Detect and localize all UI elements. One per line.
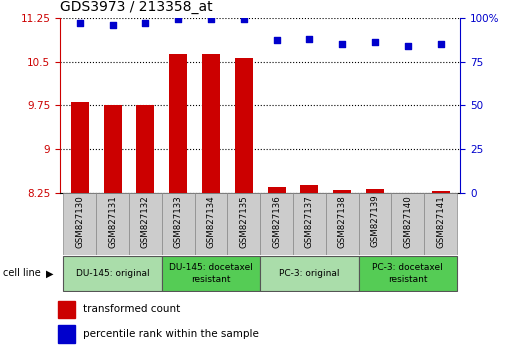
- Point: [371, 39, 379, 45]
- Bar: [431, 191, 450, 193]
- Text: GSM827131: GSM827131: [108, 195, 117, 247]
- Text: GSM827134: GSM827134: [207, 195, 215, 247]
- Bar: [202, 55, 220, 193]
- Bar: [104, 105, 122, 193]
- Bar: [235, 58, 253, 193]
- Text: GSM827132: GSM827132: [141, 195, 150, 247]
- Bar: [228, 193, 260, 255]
- Bar: [300, 185, 319, 193]
- Text: GSM827139: GSM827139: [370, 195, 380, 247]
- Bar: [129, 193, 162, 255]
- Text: GSM827141: GSM827141: [436, 195, 445, 247]
- Bar: [293, 193, 326, 255]
- Point: [141, 20, 150, 26]
- Text: GSM827137: GSM827137: [305, 195, 314, 247]
- Point: [404, 43, 412, 48]
- Text: GSM827133: GSM827133: [174, 195, 183, 247]
- Bar: [391, 193, 424, 255]
- Bar: [260, 193, 293, 255]
- Bar: [96, 193, 129, 255]
- Point: [436, 41, 445, 47]
- Bar: [169, 55, 187, 193]
- Text: GSM827135: GSM827135: [240, 195, 248, 247]
- Point: [108, 22, 117, 28]
- Text: PC-3: original: PC-3: original: [279, 269, 339, 278]
- Bar: [366, 189, 384, 193]
- Bar: [195, 193, 228, 255]
- Text: PC-3: docetaxel
resistant: PC-3: docetaxel resistant: [372, 263, 443, 284]
- Bar: [333, 190, 351, 193]
- Bar: [63, 193, 96, 255]
- Bar: [326, 193, 359, 255]
- Text: transformed count: transformed count: [83, 304, 180, 314]
- Bar: [359, 193, 391, 255]
- Point: [305, 36, 314, 41]
- Bar: [137, 105, 154, 193]
- Point: [240, 17, 248, 22]
- Text: GSM827136: GSM827136: [272, 195, 281, 247]
- Bar: [162, 193, 195, 255]
- Text: DU-145: docetaxel
resistant: DU-145: docetaxel resistant: [169, 263, 253, 284]
- Bar: [260, 256, 359, 291]
- Bar: [63, 256, 162, 291]
- Point: [76, 20, 84, 26]
- Bar: [58, 325, 75, 343]
- Text: percentile rank within the sample: percentile rank within the sample: [83, 329, 259, 339]
- Text: GDS3973 / 213358_at: GDS3973 / 213358_at: [60, 0, 213, 14]
- Bar: [424, 193, 457, 255]
- Text: GSM827138: GSM827138: [338, 195, 347, 247]
- Bar: [58, 301, 75, 318]
- Text: GSM827140: GSM827140: [403, 195, 412, 247]
- Text: cell line: cell line: [3, 268, 40, 279]
- Point: [174, 17, 183, 22]
- Point: [338, 41, 346, 47]
- Text: DU-145: original: DU-145: original: [76, 269, 150, 278]
- Text: ▶: ▶: [46, 268, 53, 279]
- Bar: [359, 256, 457, 291]
- Bar: [399, 193, 417, 195]
- Text: GSM827130: GSM827130: [75, 195, 84, 247]
- Bar: [162, 256, 260, 291]
- Bar: [268, 187, 286, 193]
- Point: [272, 38, 281, 43]
- Point: [207, 17, 215, 22]
- Bar: [71, 102, 89, 193]
